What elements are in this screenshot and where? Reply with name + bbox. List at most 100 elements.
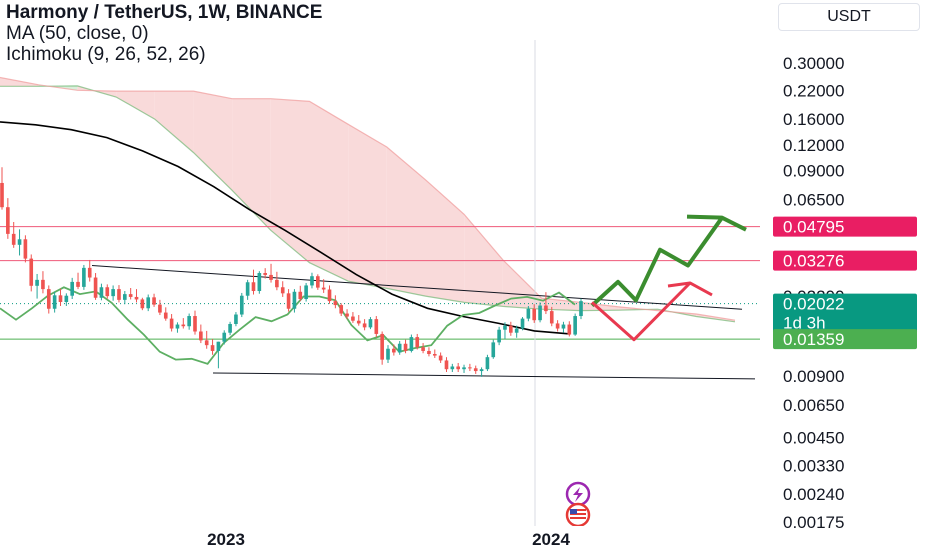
symbol-title: Harmony / TetherUS, 1W, BINANCE <box>6 2 323 23</box>
candle-body <box>292 291 297 309</box>
candle <box>345 309 349 320</box>
cloud-segment <box>232 98 271 231</box>
candle-body <box>356 320 361 324</box>
candle <box>193 310 197 335</box>
candle <box>111 285 115 301</box>
price-tick-label: 0.12000 <box>783 136 844 155</box>
candle-body <box>368 319 373 328</box>
candle <box>479 367 484 377</box>
candle <box>222 330 227 345</box>
price-tag-background <box>773 293 917 334</box>
candle <box>333 295 338 309</box>
candle <box>368 317 373 330</box>
price-tick-label: 0.00330 <box>783 456 844 475</box>
us-flag-event-icon[interactable] <box>565 502 591 528</box>
candle-body <box>520 318 525 329</box>
candle <box>29 254 34 292</box>
candle-body <box>321 287 326 290</box>
bullish-arrowhead <box>686 214 747 232</box>
candle <box>93 273 98 300</box>
price-axis-background <box>760 0 932 550</box>
candle-body <box>35 279 39 286</box>
candle-body <box>555 323 560 329</box>
cloud-segment <box>386 147 426 297</box>
candle <box>432 349 437 358</box>
candle <box>549 306 554 327</box>
candle-body <box>204 340 209 346</box>
ma-indicator-label[interactable]: MA (50, close, 0) <box>6 23 149 44</box>
candle-body <box>327 289 332 302</box>
event-icons[interactable] <box>565 481 591 528</box>
candle <box>538 302 542 323</box>
bullish-forecast-path <box>590 216 724 307</box>
cloud-segment <box>348 124 387 289</box>
time-tick-label: 2024 <box>532 530 570 549</box>
candle <box>485 354 490 372</box>
candle <box>263 268 267 279</box>
price-tick-label: 0.09000 <box>783 161 844 180</box>
candle-body <box>245 282 250 296</box>
candle-body <box>462 367 466 370</box>
candle <box>64 293 69 306</box>
candle <box>579 298 583 320</box>
candle <box>304 282 308 302</box>
time-axis[interactable]: 2023 2024 <box>0 526 760 550</box>
candle <box>310 272 314 289</box>
candle-body <box>234 314 238 324</box>
candle-body <box>579 301 583 317</box>
candle-body <box>193 316 197 332</box>
candle <box>567 321 572 337</box>
ichimoku-indicator-label[interactable]: Ichimoku (9, 26, 52, 26) <box>6 44 206 65</box>
price-tag-background <box>773 216 917 237</box>
candle <box>450 363 455 373</box>
candle-body <box>263 273 267 275</box>
candle-body <box>52 295 57 309</box>
currency-button[interactable]: USDT <box>778 3 920 31</box>
price-tick-label: 0.00650 <box>783 396 844 415</box>
candle <box>58 288 63 306</box>
candle <box>351 312 355 323</box>
candle-body <box>11 233 16 245</box>
candle <box>386 345 390 363</box>
cloud-segment <box>270 98 310 263</box>
candle <box>0 167 4 210</box>
candle <box>76 272 80 290</box>
candle-body <box>386 348 390 360</box>
candle-body <box>275 279 279 288</box>
candle <box>339 303 344 317</box>
candle-body <box>468 367 472 369</box>
candle-body <box>111 289 115 297</box>
price-tag-label: 0.04795 <box>783 218 844 237</box>
candle-body <box>105 287 110 297</box>
candle-body <box>0 182 4 208</box>
cloud-segment <box>154 91 194 153</box>
candle-body <box>362 323 367 328</box>
candle-body <box>438 355 443 361</box>
candle-body <box>257 273 262 292</box>
candle <box>356 315 361 326</box>
candle <box>269 263 273 283</box>
candle-body <box>46 289 51 309</box>
candle <box>438 352 443 363</box>
candle-body <box>450 366 455 370</box>
candle-body <box>333 301 338 306</box>
chart-legend: Harmony / TetherUS, 1W, BINANCE MA (50, … <box>6 2 322 65</box>
lightning-event-icon[interactable] <box>565 481 591 507</box>
candle-body <box>216 341 221 351</box>
candle <box>23 235 28 263</box>
candle <box>228 321 232 336</box>
candle-body <box>538 305 542 321</box>
candle <box>573 313 577 336</box>
candle <box>35 273 39 299</box>
candle-body <box>549 311 554 324</box>
candle <box>11 221 16 248</box>
price-axis[interactable]: 0.30000 0.22000 0.16000 0.12000 0.09000 0.065… <box>760 0 932 550</box>
candle <box>41 271 45 294</box>
price-tick-label: 0.30000 <box>783 54 844 73</box>
candle-body <box>82 267 86 287</box>
leading-span-b <box>0 76 736 321</box>
cloud-segment <box>193 91 233 191</box>
candle-body <box>181 324 186 327</box>
candle <box>251 269 256 295</box>
